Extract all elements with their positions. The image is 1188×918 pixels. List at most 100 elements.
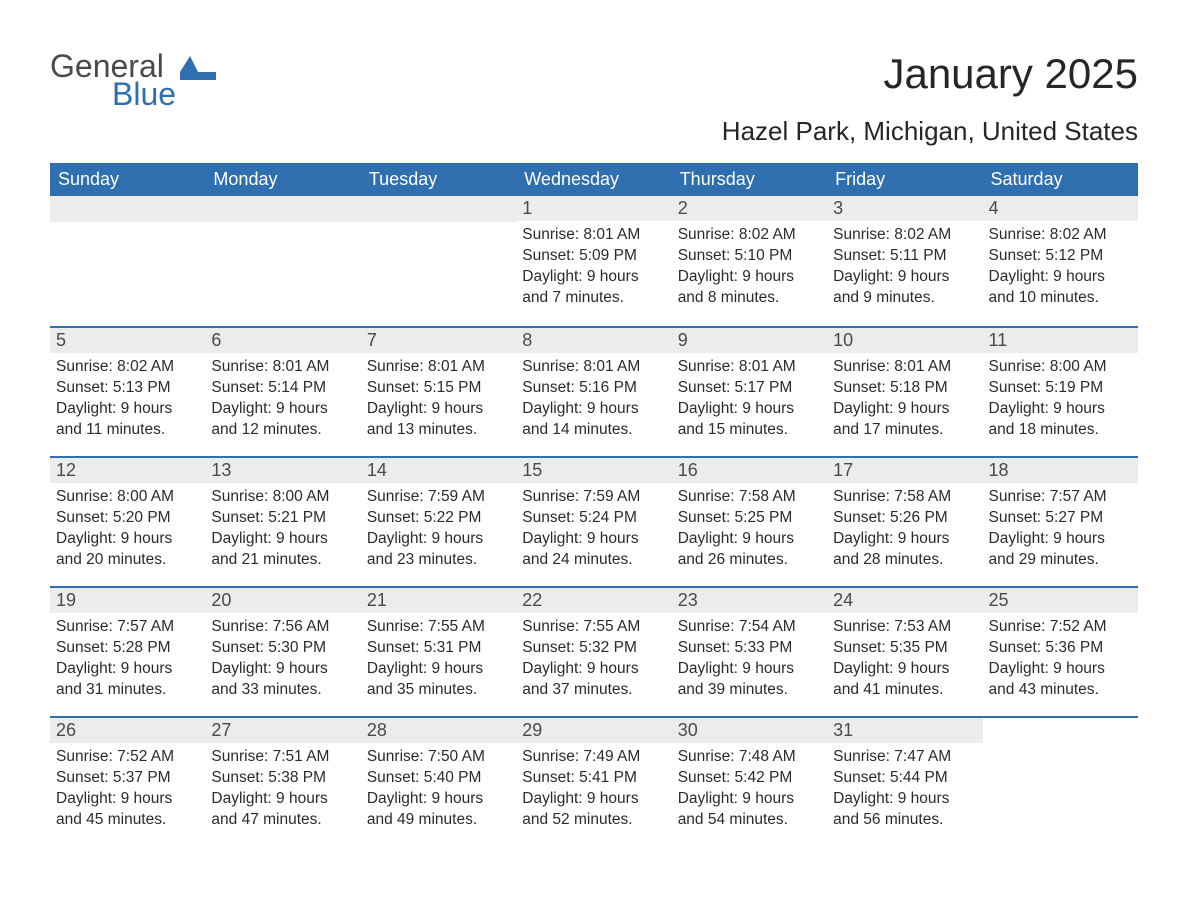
daylight-text: Daylight: 9 hours — [56, 399, 199, 420]
day-number: 19 — [50, 588, 205, 613]
daylight-text: Daylight: 9 hours — [367, 659, 510, 680]
day-number: 8 — [516, 328, 671, 353]
sunset-text: Sunset: 5:18 PM — [833, 378, 976, 399]
daylight-text: Daylight: 9 hours — [56, 529, 199, 550]
day-number: 31 — [827, 718, 982, 743]
day-body: Sunrise: 7:49 AMSunset: 5:41 PMDaylight:… — [516, 743, 671, 841]
calendar-week: 26Sunrise: 7:52 AMSunset: 5:37 PMDayligh… — [50, 716, 1138, 846]
day-number: 18 — [983, 458, 1138, 483]
daylight-text: and 21 minutes. — [211, 550, 354, 571]
day-cell: 6Sunrise: 8:01 AMSunset: 5:14 PMDaylight… — [205, 328, 360, 456]
daylight-text: and 13 minutes. — [367, 420, 510, 441]
day-body: Sunrise: 8:01 AMSunset: 5:15 PMDaylight:… — [361, 353, 516, 451]
sunset-text: Sunset: 5:22 PM — [367, 508, 510, 529]
day-body: Sunrise: 8:02 AMSunset: 5:11 PMDaylight:… — [827, 221, 982, 319]
day-body: Sunrise: 7:55 AMSunset: 5:31 PMDaylight:… — [361, 613, 516, 711]
sunset-text: Sunset: 5:38 PM — [211, 768, 354, 789]
day-body: Sunrise: 7:57 AMSunset: 5:27 PMDaylight:… — [983, 483, 1138, 581]
daylight-text: and 11 minutes. — [56, 420, 199, 441]
empty-day — [361, 196, 516, 222]
day-body: Sunrise: 7:48 AMSunset: 5:42 PMDaylight:… — [672, 743, 827, 841]
day-cell: 1Sunrise: 8:01 AMSunset: 5:09 PMDaylight… — [516, 196, 671, 326]
daylight-text: and 52 minutes. — [522, 810, 665, 831]
daylight-text: Daylight: 9 hours — [678, 789, 821, 810]
sunset-text: Sunset: 5:13 PM — [56, 378, 199, 399]
daylight-text: Daylight: 9 hours — [522, 267, 665, 288]
day-number: 7 — [361, 328, 516, 353]
daylight-text: and 28 minutes. — [833, 550, 976, 571]
day-body: Sunrise: 8:02 AMSunset: 5:10 PMDaylight:… — [672, 221, 827, 319]
daylight-text: and 45 minutes. — [56, 810, 199, 831]
page-title: January 2025 — [722, 50, 1138, 98]
daylight-text: Daylight: 9 hours — [56, 789, 199, 810]
empty-day — [50, 196, 205, 222]
day-body: Sunrise: 7:58 AMSunset: 5:26 PMDaylight:… — [827, 483, 982, 581]
sunrise-text: Sunrise: 8:00 AM — [989, 357, 1132, 378]
weekday-header: Thursday — [672, 163, 827, 196]
sunset-text: Sunset: 5:28 PM — [56, 638, 199, 659]
sunrise-text: Sunrise: 7:59 AM — [367, 487, 510, 508]
sunrise-text: Sunrise: 8:02 AM — [678, 225, 821, 246]
sunset-text: Sunset: 5:41 PM — [522, 768, 665, 789]
day-cell — [361, 196, 516, 326]
daylight-text: Daylight: 9 hours — [211, 789, 354, 810]
day-body: Sunrise: 8:01 AMSunset: 5:14 PMDaylight:… — [205, 353, 360, 451]
day-cell: 27Sunrise: 7:51 AMSunset: 5:38 PMDayligh… — [205, 718, 360, 846]
day-cell: 30Sunrise: 7:48 AMSunset: 5:42 PMDayligh… — [672, 718, 827, 846]
calendar-week: 1Sunrise: 8:01 AMSunset: 5:09 PMDaylight… — [50, 196, 1138, 326]
day-number: 10 — [827, 328, 982, 353]
daylight-text: and 56 minutes. — [833, 810, 976, 831]
sunset-text: Sunset: 5:37 PM — [56, 768, 199, 789]
day-body: Sunrise: 7:50 AMSunset: 5:40 PMDaylight:… — [361, 743, 516, 841]
location-label: Hazel Park, Michigan, United States — [722, 116, 1138, 147]
sunset-text: Sunset: 5:19 PM — [989, 378, 1132, 399]
sunrise-text: Sunrise: 8:01 AM — [367, 357, 510, 378]
daylight-text: and 49 minutes. — [367, 810, 510, 831]
day-cell: 9Sunrise: 8:01 AMSunset: 5:17 PMDaylight… — [672, 328, 827, 456]
sunrise-text: Sunrise: 7:58 AM — [833, 487, 976, 508]
day-body: Sunrise: 8:01 AMSunset: 5:17 PMDaylight:… — [672, 353, 827, 451]
daylight-text: Daylight: 9 hours — [989, 399, 1132, 420]
day-cell: 11Sunrise: 8:00 AMSunset: 5:19 PMDayligh… — [983, 328, 1138, 456]
sunrise-text: Sunrise: 8:01 AM — [833, 357, 976, 378]
day-number: 28 — [361, 718, 516, 743]
sunrise-text: Sunrise: 7:57 AM — [989, 487, 1132, 508]
day-body: Sunrise: 7:47 AMSunset: 5:44 PMDaylight:… — [827, 743, 982, 841]
day-cell: 26Sunrise: 7:52 AMSunset: 5:37 PMDayligh… — [50, 718, 205, 846]
daylight-text: Daylight: 9 hours — [833, 399, 976, 420]
day-body: Sunrise: 7:56 AMSunset: 5:30 PMDaylight:… — [205, 613, 360, 711]
sunrise-text: Sunrise: 7:50 AM — [367, 747, 510, 768]
daylight-text: Daylight: 9 hours — [522, 659, 665, 680]
day-body: Sunrise: 7:52 AMSunset: 5:36 PMDaylight:… — [983, 613, 1138, 711]
daylight-text: Daylight: 9 hours — [678, 659, 821, 680]
day-number: 29 — [516, 718, 671, 743]
sunset-text: Sunset: 5:40 PM — [367, 768, 510, 789]
sunrise-text: Sunrise: 7:55 AM — [522, 617, 665, 638]
day-body: Sunrise: 7:58 AMSunset: 5:25 PMDaylight:… — [672, 483, 827, 581]
sunset-text: Sunset: 5:10 PM — [678, 246, 821, 267]
day-number: 2 — [672, 196, 827, 221]
sunset-text: Sunset: 5:21 PM — [211, 508, 354, 529]
day-cell: 28Sunrise: 7:50 AMSunset: 5:40 PMDayligh… — [361, 718, 516, 846]
sunset-text: Sunset: 5:15 PM — [367, 378, 510, 399]
daylight-text: and 18 minutes. — [989, 420, 1132, 441]
sunrise-text: Sunrise: 8:02 AM — [833, 225, 976, 246]
day-number: 20 — [205, 588, 360, 613]
weekday-header: Saturday — [983, 163, 1138, 196]
day-number: 27 — [205, 718, 360, 743]
daylight-text: and 12 minutes. — [211, 420, 354, 441]
daylight-text: Daylight: 9 hours — [833, 529, 976, 550]
sunset-text: Sunset: 5:25 PM — [678, 508, 821, 529]
sunrise-text: Sunrise: 7:47 AM — [833, 747, 976, 768]
day-cell: 13Sunrise: 8:00 AMSunset: 5:21 PMDayligh… — [205, 458, 360, 586]
sunset-text: Sunset: 5:31 PM — [367, 638, 510, 659]
daylight-text: Daylight: 9 hours — [989, 267, 1132, 288]
day-cell: 23Sunrise: 7:54 AMSunset: 5:33 PMDayligh… — [672, 588, 827, 716]
day-cell: 19Sunrise: 7:57 AMSunset: 5:28 PMDayligh… — [50, 588, 205, 716]
daylight-text: Daylight: 9 hours — [367, 789, 510, 810]
daylight-text: and 10 minutes. — [989, 288, 1132, 309]
daylight-text: Daylight: 9 hours — [833, 659, 976, 680]
day-cell: 22Sunrise: 7:55 AMSunset: 5:32 PMDayligh… — [516, 588, 671, 716]
sunrise-text: Sunrise: 7:53 AM — [833, 617, 976, 638]
sunrise-text: Sunrise: 7:52 AM — [989, 617, 1132, 638]
